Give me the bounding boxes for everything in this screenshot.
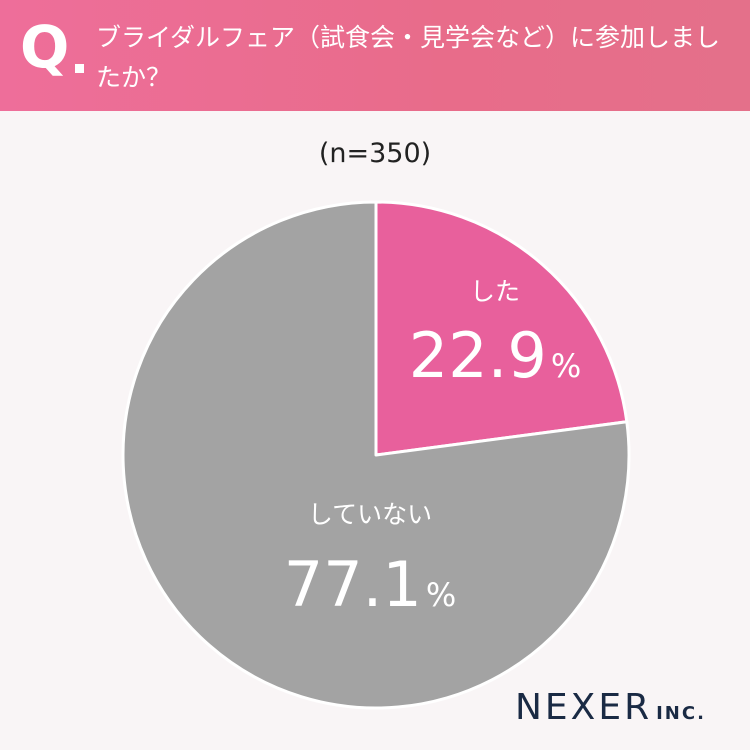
sample-size: (n=350) [318, 138, 432, 169]
question-header: Q ブライダルフェア（試食会・見学会など）に参加しましたか？ [0, 0, 750, 111]
slice-label-not-attended: していない [308, 500, 432, 529]
slice-value-attended: 22.9% [409, 319, 581, 392]
pie-slices [121, 200, 631, 710]
pie-slice-attended [374, 200, 629, 457]
pie-labels: した 22.9 % していない 77.1% [284, 277, 581, 621]
slice-label-attended: した [470, 277, 520, 306]
q-dot [75, 64, 84, 73]
slice-value-not-attended: 77.1% [284, 548, 456, 621]
logo-sub: INC. [656, 703, 706, 724]
question-text: ブライダルフェア（試食会・見学会など）に参加しましたか？ [96, 23, 721, 92]
pie-slice-not-attended [121, 200, 631, 710]
q-mark: Q [20, 13, 70, 81]
nexer-logo: NEXER INC. [515, 690, 706, 726]
logo-main: NEXER [515, 687, 653, 728]
